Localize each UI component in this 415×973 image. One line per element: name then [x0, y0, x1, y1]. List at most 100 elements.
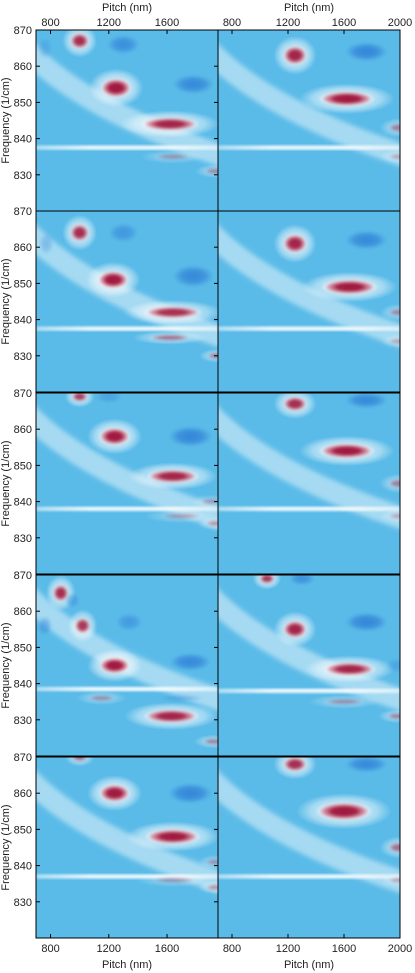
resonance-dip	[37, 37, 53, 59]
y-tick-label: 870	[14, 752, 32, 764]
y-tick-label: 850	[14, 460, 32, 472]
resonance-dip	[38, 232, 54, 255]
resonance-peak	[282, 45, 308, 66]
y-tick-label: 860	[14, 606, 32, 618]
resonance-peak	[387, 122, 400, 133]
y-tick-label: 870	[14, 206, 32, 218]
heatmap-panel-r3-c1	[218, 575, 400, 756]
resonance-dip	[95, 393, 122, 404]
resonance-peak	[387, 337, 400, 345]
y-axis-label: Frequency (1/cm)	[0, 77, 12, 163]
y-tick-label: 830	[14, 170, 32, 182]
x-tick-label-bottom: 1200	[97, 943, 121, 955]
resonance-peak	[98, 656, 131, 675]
heatmap-panels	[35, 29, 401, 939]
y-tick-label: 850	[14, 642, 32, 654]
resonance-peak	[204, 883, 218, 891]
resonance-peak	[323, 698, 365, 706]
resonance-peak	[70, 757, 89, 763]
resonance-dip	[107, 35, 140, 54]
resonance-peak	[386, 712, 400, 720]
x-tick-label-top: 1200	[276, 17, 300, 29]
resonance-dip	[168, 783, 213, 804]
resonance-dip	[65, 593, 80, 608]
resonance-peak	[316, 801, 372, 821]
resonance-peak	[86, 694, 117, 702]
resonance-peak	[387, 308, 400, 317]
resonance-peak	[282, 757, 308, 773]
resonance-peak	[321, 279, 378, 295]
resonance-peak	[282, 233, 308, 254]
resonance-peak	[318, 90, 375, 107]
x-tick-label-top: 2000	[388, 17, 412, 29]
phonon-line	[36, 687, 218, 692]
x-tick-label-top: 800	[223, 17, 241, 29]
y-tick-label: 860	[14, 242, 32, 254]
x-tick-label-bottom: 800	[223, 943, 241, 955]
y-tick-label: 870	[14, 25, 32, 37]
resonance-peak	[146, 469, 200, 484]
y-tick-label: 830	[14, 533, 32, 545]
resonance-peak	[69, 223, 90, 243]
y-axis-label: Frequency (1/cm)	[0, 804, 12, 890]
dispersion-ridge	[218, 43, 400, 166]
phonon-line	[218, 874, 400, 879]
resonance-peak	[282, 395, 308, 412]
y-tick-label: 830	[14, 351, 32, 363]
resonance-dip	[345, 42, 388, 62]
phonon-line	[36, 326, 218, 331]
resonance-peak	[151, 876, 198, 884]
y-tick-label: 870	[14, 570, 32, 582]
phonon-line	[36, 874, 218, 879]
resonance-dip	[37, 616, 53, 636]
y-tick-label: 840	[14, 134, 32, 146]
y-tick-label: 840	[14, 315, 32, 327]
heatmap-panel-r1-c0	[36, 211, 218, 392]
y-tick-label: 850	[14, 824, 32, 836]
resonance-dip	[289, 575, 315, 586]
resonance-peak	[387, 478, 400, 489]
resonance-peak	[203, 167, 218, 175]
x-axis-label-bottom: Pitch (nm)	[102, 959, 152, 971]
resonance-peak	[140, 116, 200, 132]
y-tick-label: 830	[14, 897, 32, 909]
resonance-peak	[52, 583, 70, 603]
y-tick-label: 840	[14, 861, 32, 873]
x-tick-label-bottom: 1200	[276, 943, 300, 955]
y-axis-label: Frequency (1/cm)	[0, 440, 12, 526]
x-axis-label-top: Pitch (nm)	[102, 2, 152, 14]
phonon-line	[218, 688, 400, 693]
resonance-dip	[386, 658, 400, 673]
x-tick-label-bottom: 2000	[388, 943, 412, 955]
heatmap-panel-r2-c1	[218, 393, 400, 574]
y-tick-label: 860	[14, 424, 32, 436]
x-axis-label-bottom: Pitch (nm)	[284, 959, 334, 971]
resonance-peak	[153, 153, 192, 161]
x-tick-label-top: 800	[41, 17, 59, 29]
resonance-peak	[318, 442, 375, 459]
resonance-peak	[148, 334, 192, 342]
resonance-dip	[169, 653, 211, 671]
heatmap-panel-r3-c0	[36, 575, 218, 756]
resonance-dip	[345, 230, 388, 250]
heatmap-panel-r4-c0	[36, 757, 218, 938]
resonance-dip	[345, 757, 388, 773]
y-axis-label: Frequency (1/cm)	[0, 258, 12, 344]
y-axis-label: Frequency (1/cm)	[0, 622, 12, 708]
heatmap-panel-r2-c0	[36, 393, 218, 574]
resonance-peak	[97, 270, 130, 290]
resonance-peak	[387, 876, 400, 884]
resonance-peak	[70, 393, 89, 403]
resonance-dip	[116, 613, 143, 631]
resonance-peak	[98, 783, 131, 803]
y-tick-label: 850	[14, 278, 32, 290]
resonance-peak	[387, 841, 400, 854]
y-tick-label: 870	[14, 388, 32, 400]
resonance-peak	[387, 153, 400, 161]
resonance-dip	[345, 393, 388, 409]
resonance-peak	[204, 858, 218, 866]
phonon-line	[36, 506, 218, 511]
x-tick-label-top: 1600	[332, 17, 356, 29]
x-tick-label-bottom: 1600	[155, 943, 179, 955]
